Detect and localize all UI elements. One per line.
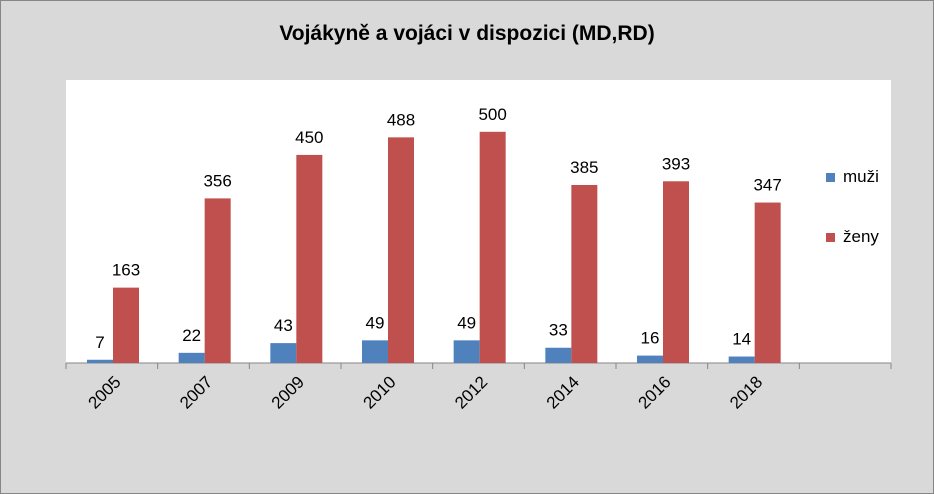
data-label-muzi-2012: 49 <box>457 313 476 332</box>
bar-zeny-2007 <box>204 198 231 363</box>
data-label-zeny-2010: 488 <box>387 110 415 129</box>
legend-item-zeny: ženy <box>826 227 879 247</box>
data-label-zeny-2005: 163 <box>112 261 140 280</box>
x-tick-label-2005: 2005 <box>84 372 124 412</box>
bar-zeny-2016 <box>663 181 689 363</box>
bar-muzi-2005 <box>87 359 113 363</box>
legend: muži ženy <box>826 167 879 287</box>
bar-muzi-2016 <box>637 355 663 363</box>
data-label-zeny-2014: 385 <box>570 158 598 177</box>
bar-muzi-2010 <box>362 340 388 363</box>
bar-muzi-2007 <box>178 352 205 363</box>
bar-muzi-2014 <box>545 347 572 363</box>
data-label-zeny-2007: 356 <box>203 171 231 190</box>
x-tick-label-2010: 2010 <box>359 372 399 412</box>
bar-zeny-2012 <box>479 131 506 363</box>
x-tick-label-2009: 2009 <box>268 372 308 412</box>
data-label-muzi-2009: 43 <box>274 316 293 335</box>
x-tick-label-2007: 2007 <box>176 372 216 412</box>
x-tick-label-2014: 2014 <box>543 372 583 412</box>
data-label-muzi-2007: 22 <box>182 326 201 345</box>
bar-zeny-2010 <box>388 137 414 363</box>
legend-label-muzi: muži <box>843 167 879 186</box>
x-tick-label-2018: 2018 <box>726 372 766 412</box>
legend-swatch-zeny <box>826 232 835 242</box>
data-label-zeny-2009: 450 <box>295 128 323 147</box>
x-tick-label-2012: 2012 <box>451 372 491 412</box>
bar-zeny-2009 <box>296 154 323 363</box>
data-label-zeny-2016: 393 <box>662 154 690 173</box>
data-label-muzi-2014: 33 <box>549 321 568 340</box>
data-label-muzi-2005: 7 <box>95 333 104 352</box>
data-label-muzi-2016: 16 <box>641 329 660 348</box>
legend-item-muzi: muži <box>826 167 879 187</box>
bar-muzi-2012 <box>453 340 480 363</box>
data-label-zeny-2018: 347 <box>753 176 781 195</box>
x-tick-label-2016: 2016 <box>634 372 674 412</box>
data-label-muzi-2018: 14 <box>732 330 751 349</box>
bar-muzi-2009 <box>270 343 297 363</box>
bar-muzi-2018 <box>728 356 755 363</box>
bar-zeny-2005 <box>113 287 139 363</box>
data-label-zeny-2012: 500 <box>478 105 506 124</box>
data-label-muzi-2010: 49 <box>366 313 385 332</box>
bar-zeny-2018 <box>754 202 781 363</box>
chart-title: Vojákyně a vojáci v dispozici (MD,RD) <box>279 22 655 45</box>
bar-zeny-2014 <box>571 184 598 363</box>
legend-label-zeny: ženy <box>843 227 879 246</box>
plot-area <box>66 80 891 363</box>
legend-swatch-muzi <box>826 172 835 182</box>
